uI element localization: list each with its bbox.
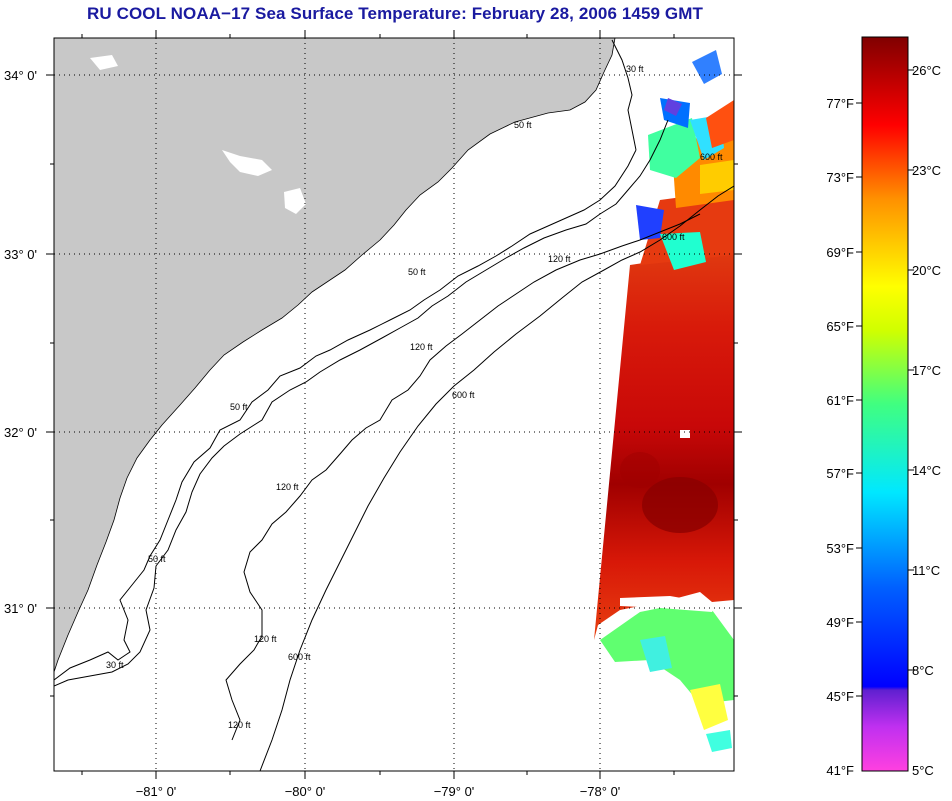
contour-label: 600 ft [288, 652, 311, 662]
colorbar-c-label: 20°C [912, 263, 941, 278]
colorbar-c-label: 11°C [912, 563, 940, 578]
contour-label: 120 ft [276, 482, 299, 492]
lat-label: 31° 0' [4, 601, 37, 616]
contour-600ft [259, 185, 734, 771]
colorbar-f-label: 45°F [826, 689, 854, 704]
colorbar-c-label: 14°C [912, 463, 941, 478]
lat-label: 34° 0' [4, 68, 37, 83]
map-title: RU COOL NOAA−17 Sea Surface Temperature:… [87, 4, 703, 23]
contour-label: 120 ft [228, 720, 251, 730]
contour-label: 50 ft [408, 267, 426, 277]
land-mass [54, 38, 616, 673]
colorbar-f-label: 49°F [826, 615, 854, 630]
colorbar [861, 36, 909, 772]
colorbar-c-label: 17°C [912, 363, 941, 378]
lon-label: −80° 0' [285, 784, 326, 799]
colorbar-c-label: 26°C [912, 63, 941, 78]
contour-label: 600 ft [452, 390, 475, 400]
contour-label: 120 ft [254, 634, 277, 644]
contour-120ft [225, 213, 701, 741]
contour-label: 30 ft [626, 64, 644, 74]
colorbar-f-label: 41°F [826, 763, 854, 778]
lon-label: −78° 0' [580, 784, 621, 799]
colorbar-f-label: 77°F [826, 96, 854, 111]
contour-label: 30 ft [106, 660, 124, 670]
contour-label: 50 ft [514, 120, 532, 130]
contour-50ft [54, 119, 669, 687]
colorbar-c-label: 5°C [912, 763, 934, 778]
lon-label: −79° 0' [434, 784, 475, 799]
contour-label: 120 ft [548, 254, 571, 264]
colorbar-f-label: 61°F [826, 393, 854, 408]
colorbar-f-label: 69°F [826, 245, 854, 260]
graticule [54, 38, 734, 771]
contour-label: 50 ft [148, 554, 166, 564]
colorbar-f-label: 65°F [826, 319, 854, 334]
colorbar-f-label: 53°F [826, 541, 854, 556]
lat-label: 33° 0' [4, 247, 37, 262]
lon-label: −81° 0' [136, 784, 177, 799]
contour-label: 600 ft [700, 152, 723, 162]
sst-swath [594, 250, 734, 640]
colorbar-c-label: 23°C [912, 163, 941, 178]
contour-label: 50 ft [230, 402, 248, 412]
map-frame [53, 37, 735, 772]
colorbar-c-label: 8°C [912, 663, 934, 678]
colorbar-f-label: 57°F [826, 466, 854, 481]
contour-label: 120 ft [410, 342, 433, 352]
contour-label: 600 ft [662, 232, 685, 242]
lat-label: 32° 0' [4, 425, 37, 440]
colorbar-f-label: 73°F [826, 170, 854, 185]
contour-30ft [54, 39, 637, 681]
